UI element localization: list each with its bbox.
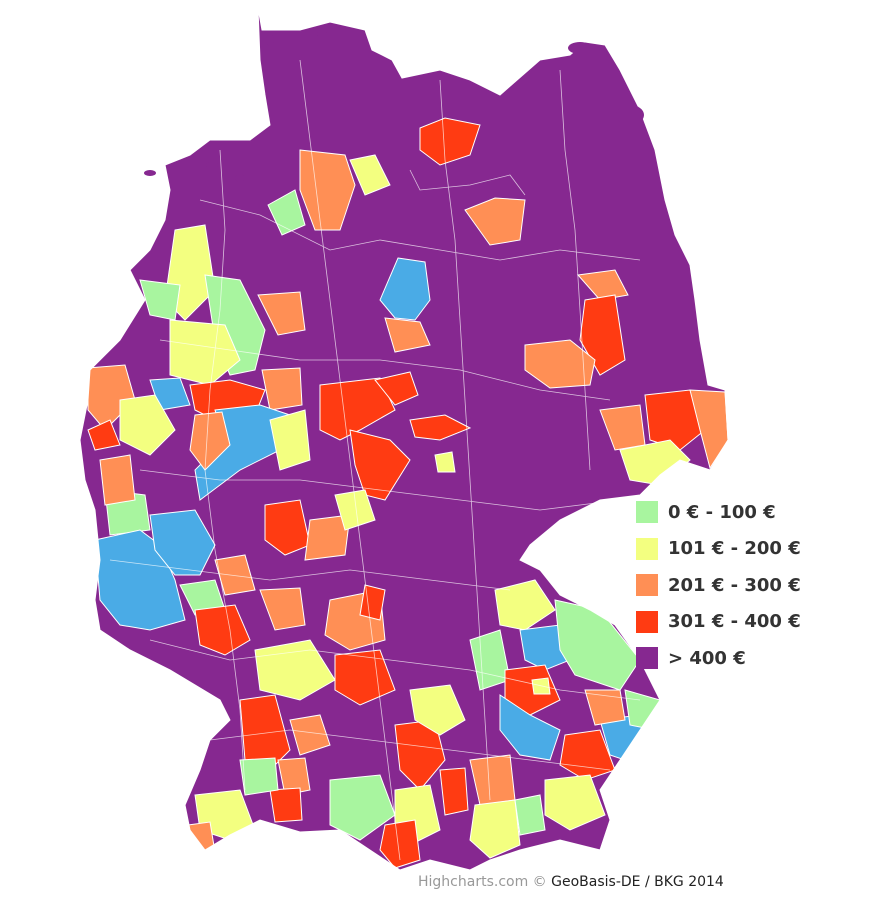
legend-item-301-400[interactable]: 301 € - 400 € [636,604,801,641]
legend-item-0-100[interactable]: 0 € - 100 € [636,494,801,531]
region-hannover-blue[interactable] [379,257,431,321]
region-sw-orange[interactable] [99,454,136,506]
region-south-yellow-3[interactable] [544,774,606,831]
region-cologne-mix[interactable] [119,394,176,456]
map-credits: Highcharts.com © GeoBasis-DE / BKG 2014 [418,874,724,890]
credits-brand-link[interactable]: Highcharts.com [418,874,529,890]
region-south-red[interactable] [379,819,421,869]
legend-label: 101 € - 200 € [668,538,801,560]
legend-swatch [636,501,658,524]
legend-swatch [636,610,658,633]
islands [144,31,644,182]
region-goerlitz-orange[interactable] [689,389,728,470]
region-bw-red[interactable] [334,649,396,706]
legend-label: 301 € - 400 € [668,611,801,633]
region-thuringia-red[interactable] [264,499,311,556]
region-franconia-red[interactable] [359,584,386,621]
region-augsburg-yellow[interactable] [409,684,466,736]
legend-item-over-400[interactable]: > 400 € [636,640,801,677]
region-west-orange-2[interactable] [261,367,303,411]
legend-swatch [636,647,658,670]
region-dresden-red[interactable] [644,389,706,451]
region-berlin-orange[interactable] [577,269,629,301]
region-west-yellow-2[interactable] [169,319,241,386]
region-southwest-red[interactable] [269,787,303,823]
region-sw-orange-2[interactable] [214,554,256,596]
region-leipzig-yellow[interactable] [434,451,456,473]
legend-item-101-200[interactable]: 101 € - 200 € [636,531,801,568]
legend-item-201-300[interactable]: 201 € - 300 € [636,567,801,604]
region-borders [109,59,641,861]
region-sw-blue-2[interactable] [149,509,216,576]
region-north-yellow[interactable] [349,154,391,196]
region-harz-red-3[interactable] [349,429,411,501]
region-east-bayern-orange[interactable] [584,689,626,726]
legend-label: 201 € - 300 € [668,574,801,596]
germany-outline [79,7,729,871]
region-east-bayern-red[interactable] [559,729,616,781]
region-stuttgart-orange[interactable] [289,714,331,756]
region-rostock-red[interactable] [419,117,481,166]
legend-label: 0 € - 100 € [668,501,776,523]
region-thuringia-yellow[interactable] [334,489,376,531]
region-harz-red-2[interactable] [374,371,419,406]
region-bayern-yellow[interactable] [494,579,556,631]
region-munich-red[interactable] [439,767,469,816]
region-east-orange[interactable] [524,339,596,389]
region-mid-orange[interactable] [189,411,231,471]
region-southwest-green[interactable] [239,757,279,796]
region-harz-red[interactable] [319,377,396,441]
region-frankfurt-red[interactable] [194,604,251,656]
region-west-edge-red[interactable] [87,419,121,451]
region-south-yellow-2[interactable] [469,799,521,859]
legend-swatch [636,574,658,597]
region-berlin-red[interactable] [579,294,626,376]
region-kassel-yellow[interactable] [269,409,311,471]
region-thuringia-orange[interactable] [304,514,351,561]
region-frankfurt-orange[interactable] [259,587,306,631]
credits-copyright: © [532,874,547,890]
region-southwest-orange[interactable] [187,821,216,853]
region-hannover-orange[interactable] [384,317,431,353]
region-ne-orange[interactable] [464,197,526,246]
region-south-green[interactable] [329,774,396,841]
region-south-green-2[interactable] [514,794,546,836]
region-leipzig-red[interactable] [409,414,472,441]
region-bayern-blue[interactable] [519,624,571,671]
region-nuremberg-red[interactable] [504,664,561,716]
credits-source: GeoBasis-DE / BKG 2014 [551,874,724,890]
region-southwest-orange-2[interactable] [277,757,311,796]
legend-swatch [636,537,658,560]
region-bayern-blue-2[interactable] [499,694,561,761]
region-west-orange[interactable] [257,291,306,336]
legend: 0 € - 100 € 101 € - 200 € 201 € - 300 € … [636,494,801,677]
legend-label: > 400 € [668,647,746,669]
region-stuttgart-yellow[interactable] [254,639,336,701]
